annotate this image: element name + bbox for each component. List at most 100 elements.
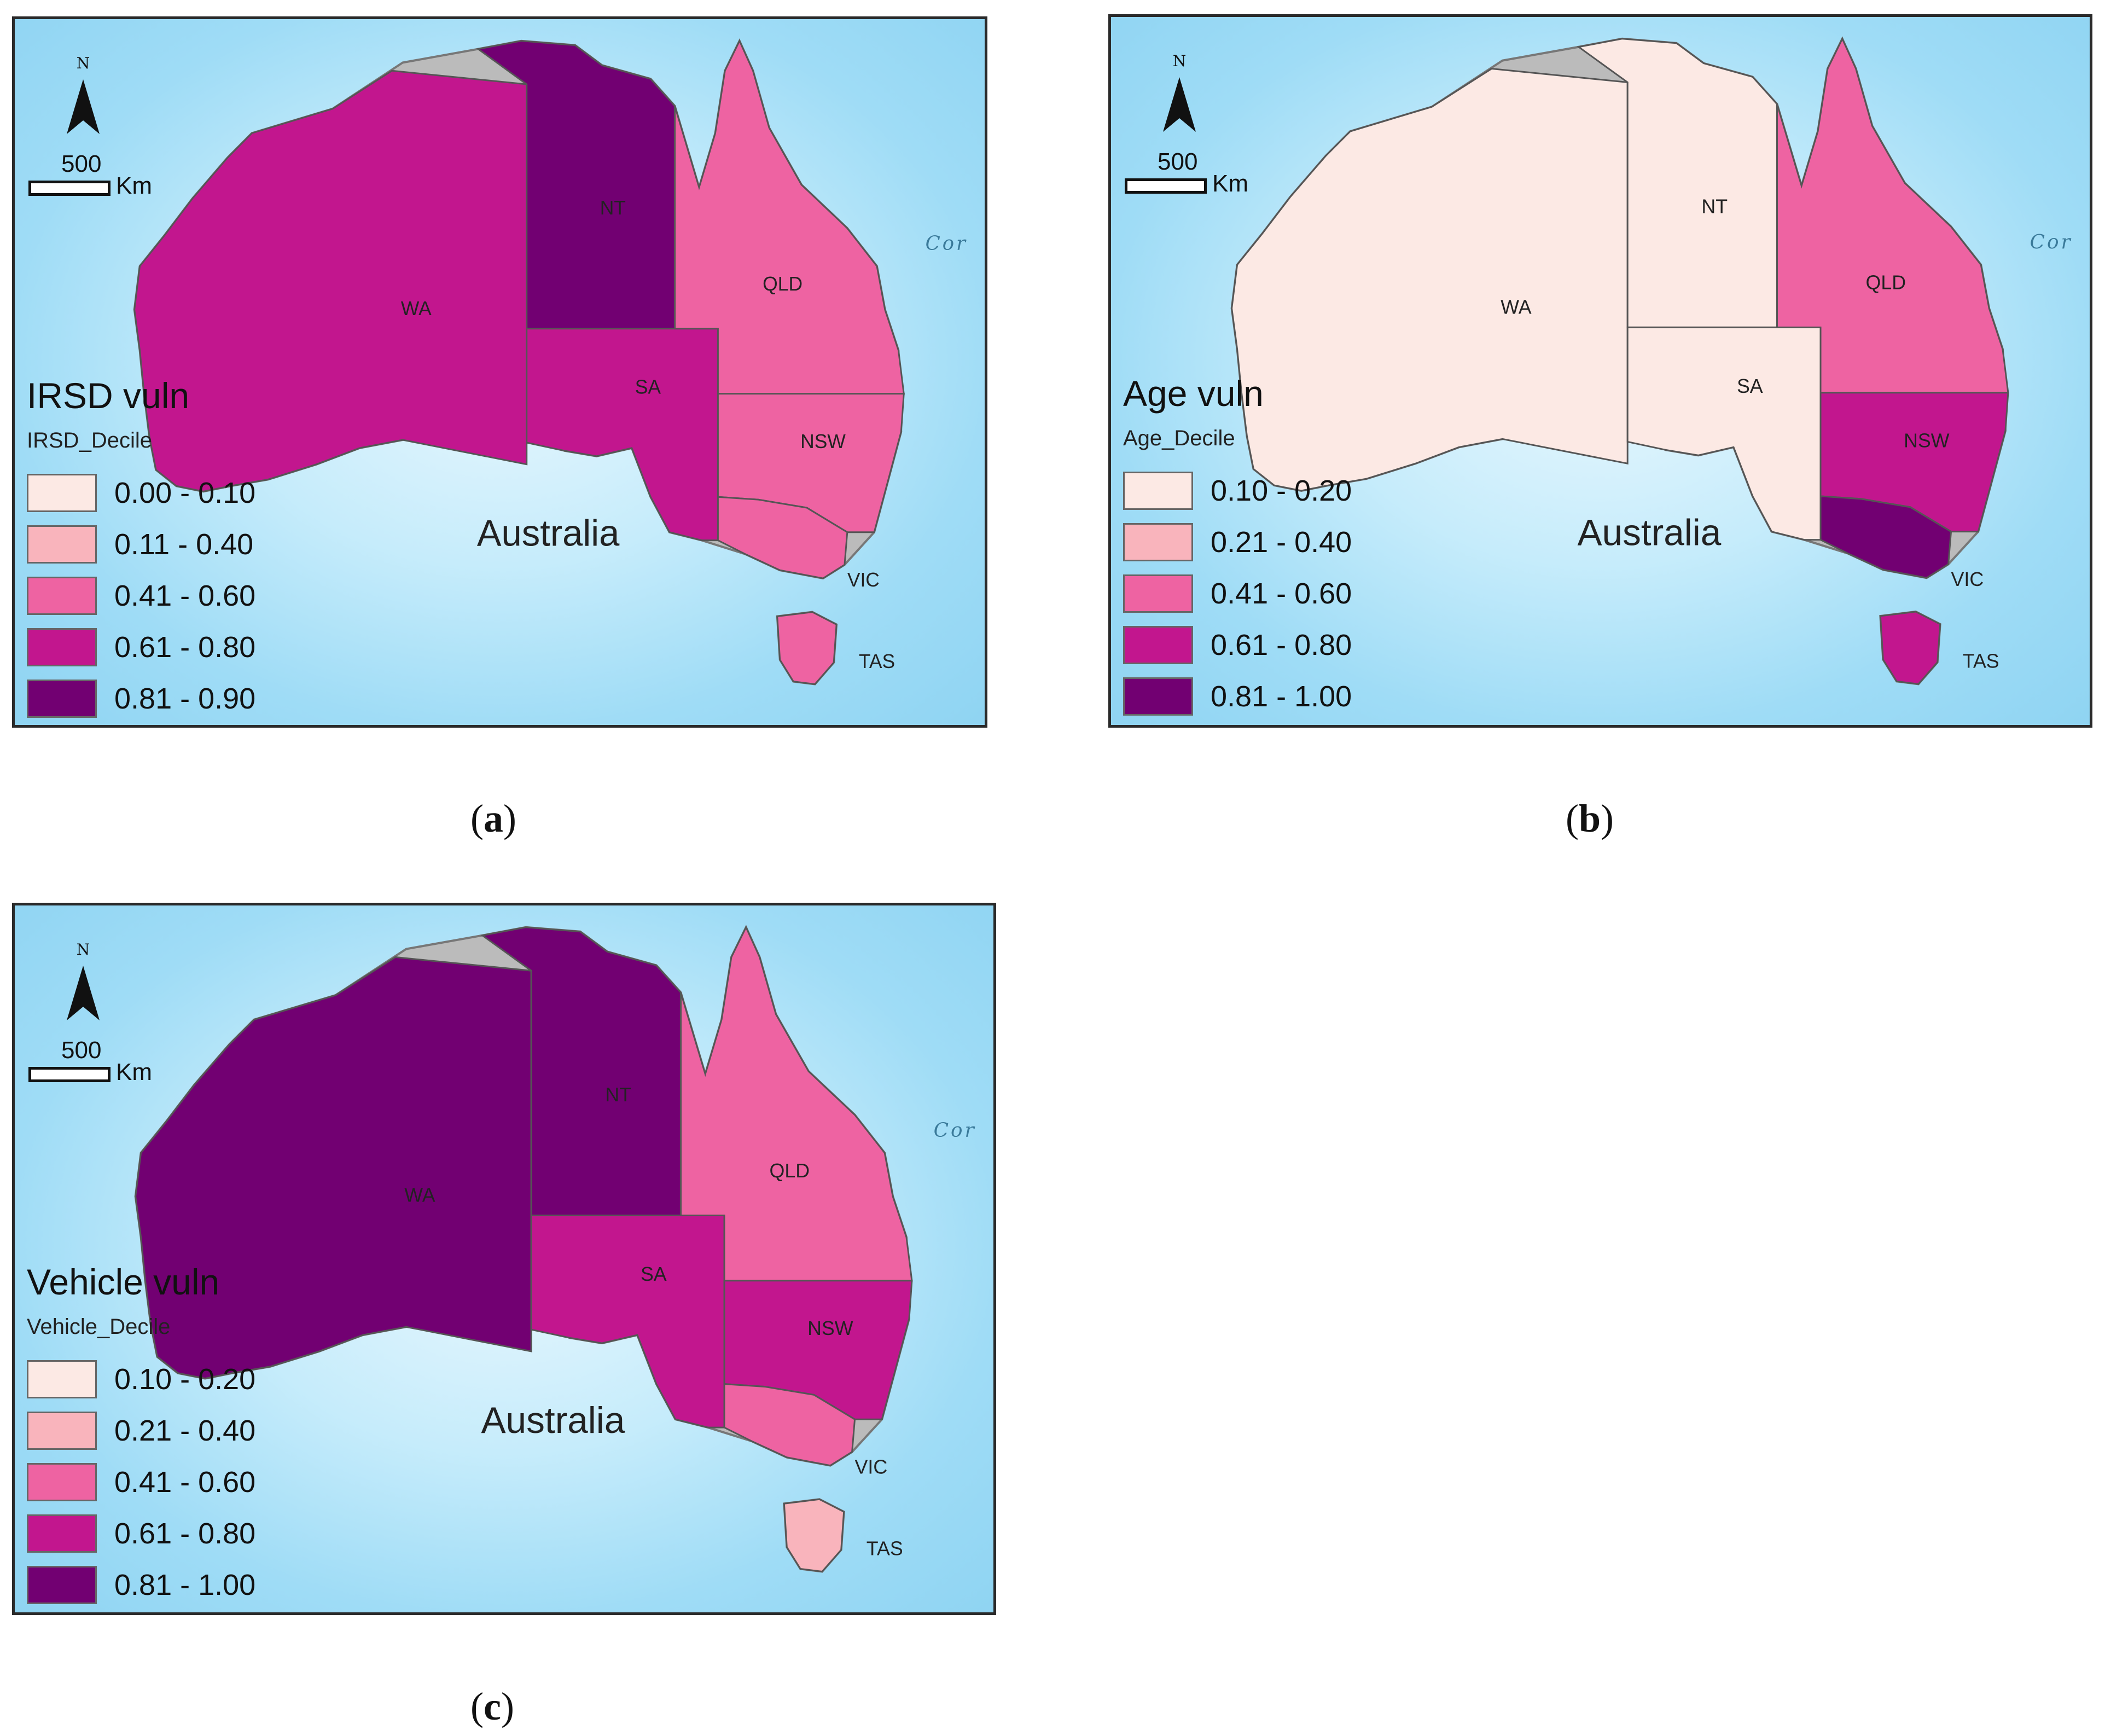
- region-tas: [783, 1498, 845, 1573]
- north-label: N: [1173, 52, 1187, 70]
- legend-label: 0.81 - 1.00: [1211, 680, 1352, 713]
- legend-swatch: [27, 628, 97, 666]
- legend-item: 0.61 - 0.80: [1123, 619, 1352, 671]
- state-label-tas: TAS: [1963, 650, 1999, 672]
- legend-item: 0.81 - 0.90: [27, 673, 255, 724]
- map-panel-b: Cor WA NT SA QLD NSW VIC TAS: [1108, 14, 2092, 728]
- state-label-nsw: NSW: [800, 431, 846, 452]
- legend-label: 0.61 - 0.80: [1211, 629, 1352, 661]
- legend-items: 0.10 - 0.20 0.21 - 0.40 0.41 - 0.60 0.61 - …: [1123, 465, 1352, 722]
- legend-swatch: [1123, 523, 1193, 561]
- state-label-tas: TAS: [859, 651, 895, 672]
- legend-label: 0.81 - 1.00: [114, 1569, 256, 1601]
- state-labels: WA NT SA QLD NSW VIC TAS: [401, 197, 895, 672]
- caption-b: (b): [1566, 797, 1614, 840]
- state-regions: [135, 925, 913, 1573]
- legend-label: 0.41 - 0.60: [1211, 577, 1352, 610]
- region-vic: [717, 496, 848, 579]
- sea-label: Cor: [934, 1119, 976, 1141]
- legend-item: 0.10 - 0.20: [1123, 465, 1352, 516]
- legend-title: IRSD vuln: [27, 375, 190, 416]
- legend-label: 0.11 - 0.40: [114, 528, 254, 561]
- sea-label: Cor: [2030, 231, 2073, 253]
- legend-label: 0.41 - 0.60: [114, 1466, 256, 1499]
- region-qld: [674, 39, 905, 395]
- state-label-sa: SA: [635, 376, 661, 398]
- map-panel-a: Cor WA NT SA QLD NSW VIC TAS: [12, 16, 987, 728]
- state-label-wa: WA: [401, 298, 432, 320]
- sea-label: Cor: [926, 233, 968, 255]
- state-label-nt: NT: [1701, 195, 1728, 217]
- region-qld: [1776, 37, 2009, 394]
- state-label-nsw: NSW: [1904, 429, 1950, 451]
- legend-item: 0.41 - 0.60: [27, 1456, 255, 1508]
- legend-label: 0.61 - 0.80: [114, 631, 256, 664]
- scale-bar: 500 Km: [28, 1037, 193, 1097]
- scale-bar-graphic: [28, 1067, 111, 1082]
- north-arrow-icon: N: [1163, 52, 1196, 132]
- north-arrow-icon: N: [67, 940, 100, 1020]
- state-label-wa: WA: [1501, 296, 1531, 318]
- legend-label: 0.21 - 0.40: [1211, 526, 1352, 559]
- legend-item: 0.10 - 0.20: [27, 1354, 255, 1405]
- legend-label: 0.00 - 0.10: [114, 477, 256, 509]
- legend-items: 0.10 - 0.20 0.21 - 0.40 0.41 - 0.60 0.61 - …: [27, 1354, 255, 1611]
- north-label: N: [77, 940, 90, 959]
- scale-bar-graphic: [28, 181, 111, 196]
- north-arrow-icon: N: [67, 54, 100, 134]
- country-label: Australia: [1577, 512, 1721, 553]
- australia-map: Cor WA NT SA QLD NSW VIC TAS: [134, 925, 976, 1573]
- legend-swatch: [27, 525, 97, 564]
- legend-swatch: [27, 680, 97, 718]
- legend: Vehicle vuln Vehicle_Decile 0.10 - 0.20 0…: [27, 1261, 255, 1611]
- legend-item: 0.81 - 1.00: [27, 1559, 255, 1611]
- scale-value: 500: [61, 150, 102, 177]
- legend-swatch: [27, 577, 97, 615]
- scale-bar: 500 Km: [1125, 148, 1289, 208]
- state-label-nt: NT: [605, 1084, 631, 1106]
- scale-unit: Km: [116, 1059, 152, 1085]
- region-tas: [776, 611, 838, 686]
- legend-title: Vehicle vuln: [27, 1262, 220, 1302]
- state-label-nt: NT: [600, 197, 626, 219]
- legend-field-name: Age_Decile: [1123, 426, 1235, 450]
- scale-value: 500: [1158, 148, 1198, 175]
- region-sa: [530, 1215, 725, 1429]
- state-label-qld: QLD: [763, 273, 803, 295]
- region-vic: [1819, 495, 1952, 579]
- legend-item: 0.11 - 0.40: [27, 519, 255, 570]
- country-label: Australia: [481, 1400, 625, 1441]
- state-label-vic: VIC: [847, 569, 880, 591]
- state-label-qld: QLD: [770, 1160, 810, 1182]
- legend-item: 0.41 - 0.60: [1123, 568, 1352, 619]
- legend-swatch: [27, 1514, 97, 1553]
- state-label-vic: VIC: [1951, 568, 1984, 590]
- state-label-qld: QLD: [1866, 272, 1906, 294]
- state-label-vic: VIC: [855, 1456, 888, 1478]
- legend-label: 0.61 - 0.80: [114, 1517, 256, 1550]
- legend-swatch: [1123, 626, 1193, 664]
- state-labels: WA NT SA QLD NSW VIC TAS: [1501, 195, 1999, 672]
- state-label-tas: TAS: [867, 1538, 903, 1560]
- legend: IRSD vuln IRSD_Decile 0.00 - 0.10 0.11 - …: [27, 375, 255, 724]
- legend-swatch: [27, 1360, 97, 1398]
- state-label-sa: SA: [641, 1263, 667, 1285]
- legend-item: 0.21 - 0.40: [1123, 516, 1352, 568]
- legend-label: 0.21 - 0.40: [114, 1414, 256, 1447]
- legend-swatch: [27, 1412, 97, 1450]
- legend-swatch: [27, 1566, 97, 1604]
- legend: Age vuln Age_Decile 0.10 - 0.20 0.21 - 0.…: [1123, 373, 1352, 722]
- australia-map: Cor WA NT SA QLD NSW VIC TAS: [133, 38, 968, 686]
- legend-item: 0.21 - 0.40: [27, 1405, 255, 1456]
- legend-swatch: [1123, 574, 1193, 613]
- state-regions: [1231, 37, 2009, 685]
- australia-map: Cor WA NT SA QLD NSW VIC TAS: [1230, 36, 2073, 686]
- legend-title: Age vuln: [1123, 373, 1264, 414]
- state-regions: [133, 39, 905, 686]
- legend-swatch: [27, 474, 97, 512]
- legend-item: 0.81 - 1.00: [1123, 671, 1352, 722]
- scale-bar: 500 Km: [28, 150, 193, 211]
- north-label: N: [77, 54, 90, 72]
- legend-label: 0.10 - 0.20: [1211, 474, 1352, 507]
- country-label: Australia: [477, 513, 620, 554]
